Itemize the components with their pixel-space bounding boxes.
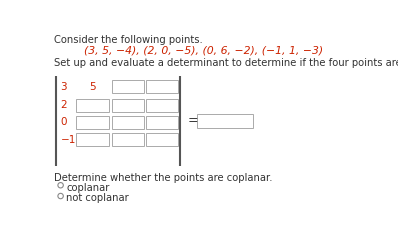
FancyBboxPatch shape [112, 133, 144, 146]
Text: Determine whether the points are coplanar.: Determine whether the points are coplana… [54, 173, 272, 183]
Text: =: = [188, 114, 198, 128]
FancyBboxPatch shape [112, 80, 144, 93]
Text: (3, 5, −4), (2, 0, −5), (0, 6, −2), (−1, 1, −3): (3, 5, −4), (2, 0, −5), (0, 6, −2), (−1,… [84, 45, 324, 55]
FancyBboxPatch shape [76, 133, 109, 146]
FancyBboxPatch shape [76, 116, 109, 129]
FancyBboxPatch shape [146, 133, 178, 146]
Text: coplanar: coplanar [66, 183, 109, 193]
Text: not coplanar: not coplanar [66, 193, 129, 203]
FancyBboxPatch shape [76, 99, 109, 112]
Text: Set up and evaluate a determinant to determine if the four points are coplanar.: Set up and evaluate a determinant to det… [54, 58, 398, 68]
FancyBboxPatch shape [146, 80, 178, 93]
FancyBboxPatch shape [112, 116, 144, 129]
FancyBboxPatch shape [146, 116, 178, 129]
Text: −1: −1 [60, 135, 76, 145]
FancyBboxPatch shape [197, 114, 253, 128]
Text: 5: 5 [89, 82, 96, 92]
Text: Consider the following points.: Consider the following points. [54, 35, 202, 45]
FancyBboxPatch shape [146, 99, 178, 112]
Circle shape [58, 193, 63, 199]
Circle shape [58, 183, 63, 188]
Text: 0: 0 [60, 117, 67, 127]
FancyBboxPatch shape [112, 99, 144, 112]
Text: 3: 3 [60, 82, 67, 92]
Text: 2: 2 [60, 100, 67, 110]
